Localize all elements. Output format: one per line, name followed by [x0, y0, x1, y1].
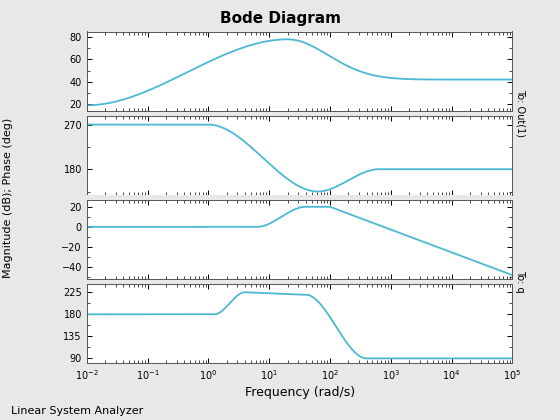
- Text: Bode Diagram: Bode Diagram: [220, 10, 340, 26]
- X-axis label: Frequency (rad/s): Frequency (rad/s): [245, 386, 354, 399]
- Text: To: Out(1): To: Out(1): [515, 89, 525, 137]
- Text: Linear System Analyzer: Linear System Analyzer: [11, 406, 143, 416]
- Text: To: q: To: q: [515, 270, 525, 293]
- Text: Magnitude (dB); Phase (deg): Magnitude (dB); Phase (deg): [3, 117, 13, 278]
